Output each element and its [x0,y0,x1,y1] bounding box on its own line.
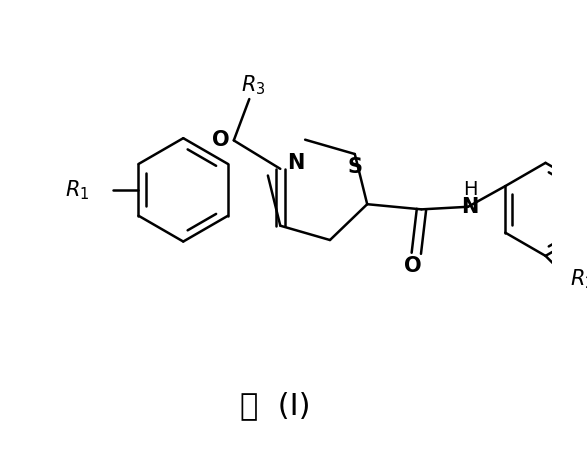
Text: $R_1$: $R_1$ [65,178,90,202]
Text: $R_2$: $R_2$ [569,267,587,291]
Text: O: O [212,130,230,151]
Text: H: H [463,181,477,199]
Text: S: S [348,157,362,177]
Text: N: N [286,153,304,173]
Text: $R_3$: $R_3$ [241,73,265,97]
Text: 式  (I): 式 (I) [240,392,311,421]
Text: O: O [404,257,421,276]
Text: N: N [461,197,478,217]
